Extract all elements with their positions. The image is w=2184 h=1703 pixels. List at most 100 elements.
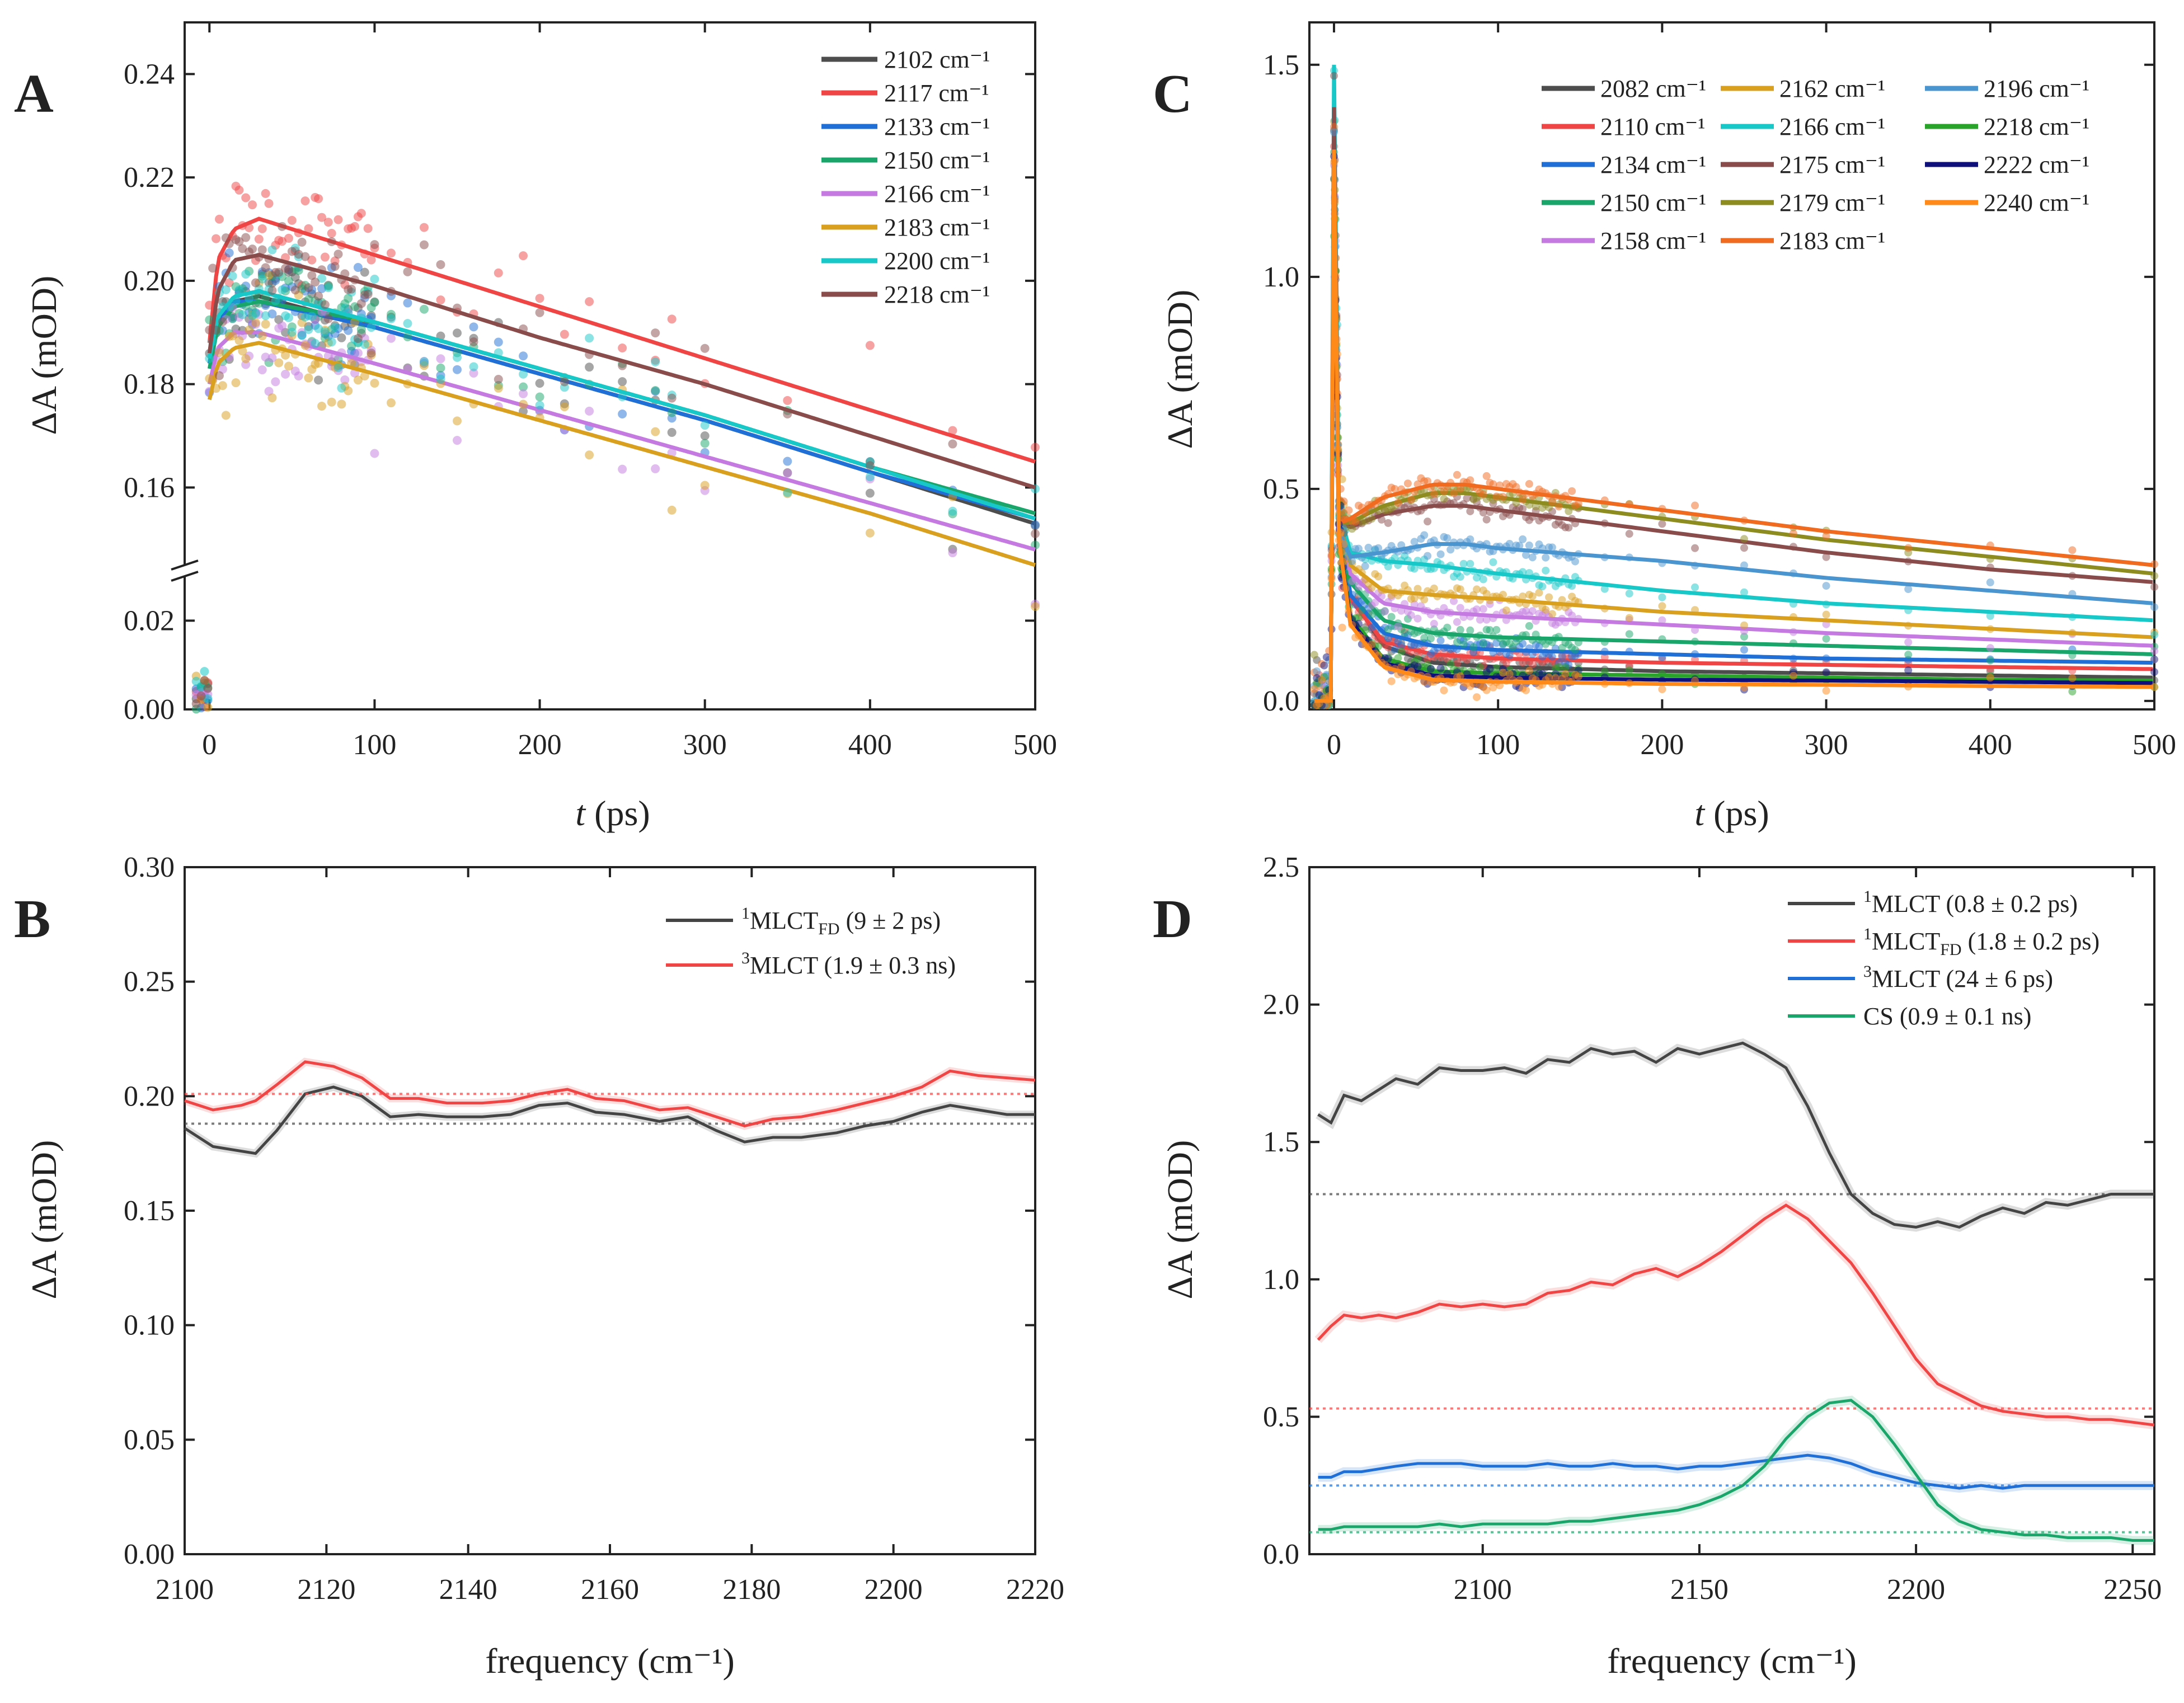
panel-c-data-point bbox=[1313, 667, 1321, 675]
panel-a-data-point bbox=[535, 294, 544, 303]
panel-c-data-point bbox=[1691, 544, 1699, 552]
panel-a-data-point bbox=[241, 233, 251, 242]
panel-c-data-point bbox=[2150, 647, 2158, 655]
panel-c-data-point bbox=[1568, 582, 1576, 590]
panel-a-data-point bbox=[370, 298, 379, 307]
panel-c-data-point bbox=[1499, 669, 1507, 677]
panel-c-legend-label: 2222 cm⁻¹ bbox=[1984, 151, 2089, 178]
panel-a-data-point bbox=[403, 332, 412, 342]
panel-a-data-point bbox=[218, 317, 227, 326]
panel-c: 0 100 200 300 400 500 0.0 0.5 1.0 1.5 2082 cm⁻¹ 211… bbox=[1263, 21, 2176, 761]
panel-c-data-point bbox=[1658, 685, 1666, 694]
panel-c-data-point bbox=[2068, 546, 2077, 554]
panel-a-x-tick-label: 500 bbox=[1013, 729, 1057, 761]
panel-c-data-point bbox=[1528, 553, 1537, 562]
panel-a-legend-label: 2150 cm⁻¹ bbox=[884, 147, 990, 174]
panel-a-data-point bbox=[651, 328, 660, 338]
panel-a-data-point bbox=[783, 468, 792, 478]
panel-d-x-tick-label: 2100 bbox=[1454, 1574, 1512, 1606]
panel-a-data-point bbox=[585, 363, 594, 372]
panel-c-data-point bbox=[1410, 538, 1419, 546]
panel-c-data-point bbox=[1658, 520, 1666, 528]
panel-a-data-point bbox=[191, 699, 201, 708]
panel-c-legend-label: 2134 cm⁻¹ bbox=[1600, 151, 1706, 178]
panel-a-data-point bbox=[403, 319, 412, 328]
panel-b-x-tick-label: 2120 bbox=[297, 1574, 355, 1606]
panel-c-data-point bbox=[1904, 651, 1913, 659]
panel-a-data-point bbox=[344, 326, 353, 335]
panel-c-data-point bbox=[1317, 676, 1326, 684]
panel-c-data-point bbox=[1740, 544, 1748, 552]
panel-c-data-point bbox=[2150, 583, 2158, 591]
panel-a-legend-label: 2133 cm⁻¹ bbox=[884, 113, 990, 140]
panel-a-data-point bbox=[257, 331, 267, 341]
panel-a-legend-label: 2117 cm⁻¹ bbox=[884, 79, 989, 107]
panel-c-data-point bbox=[1368, 640, 1376, 648]
panel-c-data-point bbox=[1625, 589, 1633, 598]
panel-a-legend-label: 2166 cm⁻¹ bbox=[884, 180, 990, 208]
panel-c-data-point bbox=[1354, 613, 1363, 622]
panel-c-data-point bbox=[1525, 541, 1533, 549]
panel-a-data-point bbox=[585, 450, 594, 460]
panel-c-data-point bbox=[1568, 611, 1576, 620]
panel-a-data-point bbox=[585, 333, 594, 343]
panel-c-data-point bbox=[1443, 623, 1452, 632]
panel-a-data-point bbox=[452, 416, 462, 426]
panel-a-data-point bbox=[700, 481, 710, 490]
panel-a-x-tick-label: 300 bbox=[683, 729, 727, 761]
panel-c-data-point bbox=[1394, 498, 1402, 507]
panel-c-data-point bbox=[1466, 535, 1474, 543]
panel-d-line bbox=[1318, 1399, 2154, 1542]
panel-c-data-point bbox=[1986, 656, 1994, 665]
panel-letter-b: B bbox=[14, 889, 50, 949]
panel-b-y-axis-title: ΔA (mOD) bbox=[24, 1140, 64, 1300]
panel-a-x-tick-label: 400 bbox=[848, 729, 892, 761]
panel-c-data-point bbox=[1424, 552, 1432, 560]
panel-a-data-point bbox=[360, 340, 369, 349]
panel-a-data-point bbox=[317, 401, 326, 411]
panel-b-x-tick-label: 2100 bbox=[156, 1574, 214, 1606]
panel-c-data-point bbox=[1986, 578, 1994, 587]
panel-a-data-point bbox=[327, 228, 336, 238]
panel-a-data-point bbox=[257, 274, 267, 284]
panel-c-data-point bbox=[1450, 489, 1458, 497]
panel-a-data-point bbox=[865, 488, 875, 498]
panel-c-data-point bbox=[1443, 534, 1452, 542]
panel-c-data-point bbox=[1561, 670, 1570, 678]
panel-a-data-point bbox=[560, 330, 569, 339]
panel-a-data-point bbox=[234, 336, 244, 345]
panel-a-legend-label: 2183 cm⁻¹ bbox=[884, 214, 990, 241]
panel-c-legend-label: 2183 cm⁻¹ bbox=[1779, 227, 1885, 255]
panel-c-legend-label: 2240 cm⁻¹ bbox=[1984, 189, 2089, 217]
panel-a-data-point bbox=[314, 375, 323, 385]
panel-c-data-point bbox=[1420, 595, 1429, 604]
panel-a-data-point bbox=[353, 334, 363, 344]
panel-c-data-point bbox=[1420, 531, 1429, 539]
panel-c-data-point bbox=[1348, 525, 1356, 533]
panel-a-data-point bbox=[618, 377, 627, 387]
panel-a-data-point bbox=[320, 327, 330, 336]
panel-a-data-point bbox=[271, 296, 280, 305]
panel-c-legend-label: 2218 cm⁻¹ bbox=[1984, 113, 2089, 140]
panel-b-x-tick-label: 2140 bbox=[439, 1574, 497, 1606]
panel-c-data-point bbox=[1548, 652, 1556, 661]
panel-c-data-point bbox=[1453, 638, 1461, 646]
panel-a-y-tick-label: 0.24 bbox=[124, 58, 175, 90]
panel-c-data-point bbox=[1482, 515, 1491, 524]
panel-c-data-point bbox=[1476, 615, 1484, 624]
panel-a-data-point bbox=[224, 248, 234, 257]
panel-a-data-point bbox=[234, 285, 244, 295]
panel-c-data-point bbox=[1459, 559, 1468, 568]
panel-a: 0 100 200 300 400 500 0.00 0.02 0.16 0.18 0.20 0.22… bbox=[124, 21, 1057, 761]
panel-a-data-point bbox=[353, 375, 363, 385]
panel-a-data-point bbox=[334, 215, 343, 224]
panel-a-data-point bbox=[212, 234, 221, 243]
panel-a-data-point bbox=[535, 379, 544, 388]
panel-c-data-point bbox=[1430, 490, 1438, 498]
panel-a-data-point bbox=[257, 365, 267, 375]
panel-c-data-point bbox=[1525, 479, 1533, 488]
panel-c-data-point bbox=[1473, 693, 1481, 702]
panel-c-data-point bbox=[1413, 655, 1422, 663]
panel-a-data-point bbox=[865, 461, 875, 471]
panel-c-data-point bbox=[1473, 585, 1481, 594]
